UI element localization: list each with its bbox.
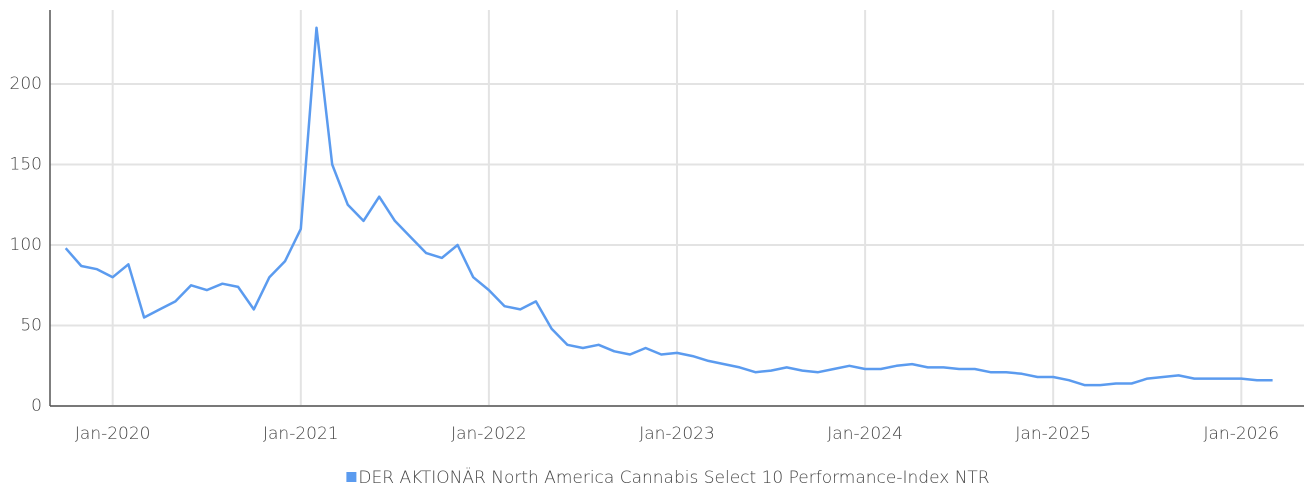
y-tick-label: 50 [20, 316, 42, 336]
x-tick-label: Jan-2022 [451, 424, 527, 444]
x-tick-label: Jan-2026 [1203, 424, 1279, 444]
legend-label: DER AKTIONÄR North America Cannabis Sele… [358, 467, 989, 488]
x-tick-label: Jan-2020 [75, 424, 151, 444]
x-tick-label: Jan-2025 [1015, 424, 1091, 444]
y-tick-label: 0 [31, 396, 42, 416]
y-tick-label: 100 [10, 235, 42, 255]
series-line [64, 26, 1273, 387]
y-tick-label: 150 [10, 155, 42, 175]
y-tick-label: 200 [10, 74, 42, 94]
x-tick-label: Jan-2023 [639, 424, 715, 444]
x-tick-label: Jan-2021 [263, 424, 339, 444]
x-tick-label: Jan-2024 [827, 424, 903, 444]
legend-swatch [346, 472, 357, 482]
